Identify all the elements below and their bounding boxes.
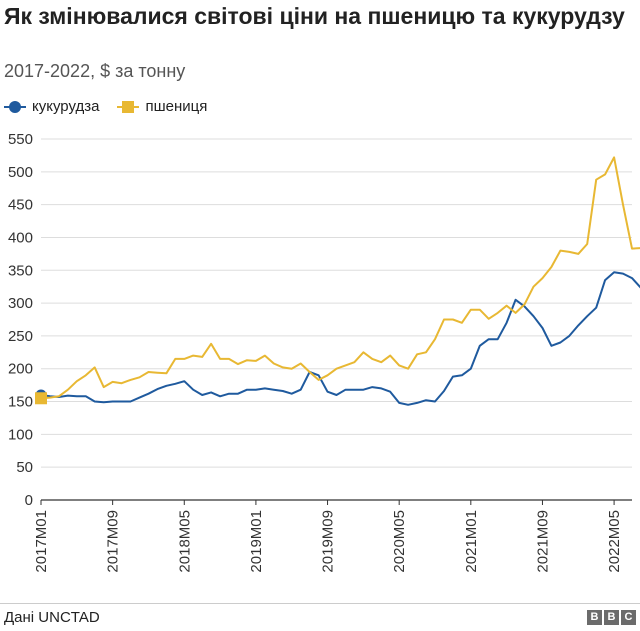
chart-subtitle: 2017-2022, $ за тонну: [4, 61, 186, 81]
y-tick-label: 250: [8, 328, 33, 345]
series-line-corn: [40, 271, 640, 406]
line-chart: 0 50 100 150 200 250 300 350 400 450 500 550 2017M0…: [8, 131, 640, 573]
bbc-logo: B B C: [585, 610, 636, 625]
x-tick-label: 2021M09: [534, 510, 551, 573]
y-axis-ticks: 0 50 100 150 200 250 300 350 400 450 500 550: [8, 131, 33, 509]
footer-divider: [0, 603, 640, 604]
legend-item-corn: кукурудза: [4, 98, 99, 115]
legend-swatch-wheat: [117, 100, 140, 113]
x-tick-label: 2022M05: [606, 510, 623, 573]
gridlines: [41, 138, 632, 501]
legend-swatch-corn: [4, 100, 26, 113]
bbc-logo-b1: B: [587, 610, 602, 625]
y-tick-label: 550: [8, 131, 33, 148]
x-axis-ticks: 2017M01 2017M09 2018M05 2019M01 2019M09 2020M…: [33, 500, 623, 573]
y-tick-label: 450: [8, 197, 33, 214]
y-tick-label: 500: [8, 164, 33, 181]
x-tick-label: 2019M01: [248, 510, 265, 573]
chart-legend: кукурудза пшениця: [4, 98, 225, 115]
series: [35, 156, 640, 406]
y-tick-label: 150: [8, 394, 33, 411]
bbc-logo-c: C: [621, 610, 636, 625]
y-tick-label: 50: [16, 459, 33, 476]
legend-label-corn: кукурудза: [32, 98, 100, 115]
x-tick-label: 2017M01: [33, 510, 50, 573]
series-marker-wheat-start: [35, 392, 47, 405]
series-line-wheat: [40, 156, 640, 400]
chart-title: Як змінювалися світові ціни на пшеницю т…: [4, 3, 625, 29]
x-tick-label: 2019M09: [320, 510, 337, 573]
source-note: Дані UNCTAD: [4, 609, 100, 626]
x-tick-label: 2018M05: [176, 510, 193, 573]
y-tick-label: 300: [8, 295, 33, 312]
x-tick-label: 2020M05: [391, 510, 408, 573]
y-tick-label: 350: [8, 262, 33, 279]
y-tick-label: 100: [8, 426, 33, 443]
legend-item-wheat: пшениця: [117, 98, 207, 115]
y-tick-label: 0: [25, 492, 33, 509]
bbc-logo-b2: B: [604, 610, 619, 625]
legend-label-wheat: пшениця: [145, 98, 208, 115]
y-tick-label: 200: [8, 361, 33, 378]
x-tick-label: 2021M01: [463, 510, 480, 573]
y-tick-label: 400: [8, 229, 33, 246]
x-tick-label: 2017M09: [105, 510, 122, 573]
